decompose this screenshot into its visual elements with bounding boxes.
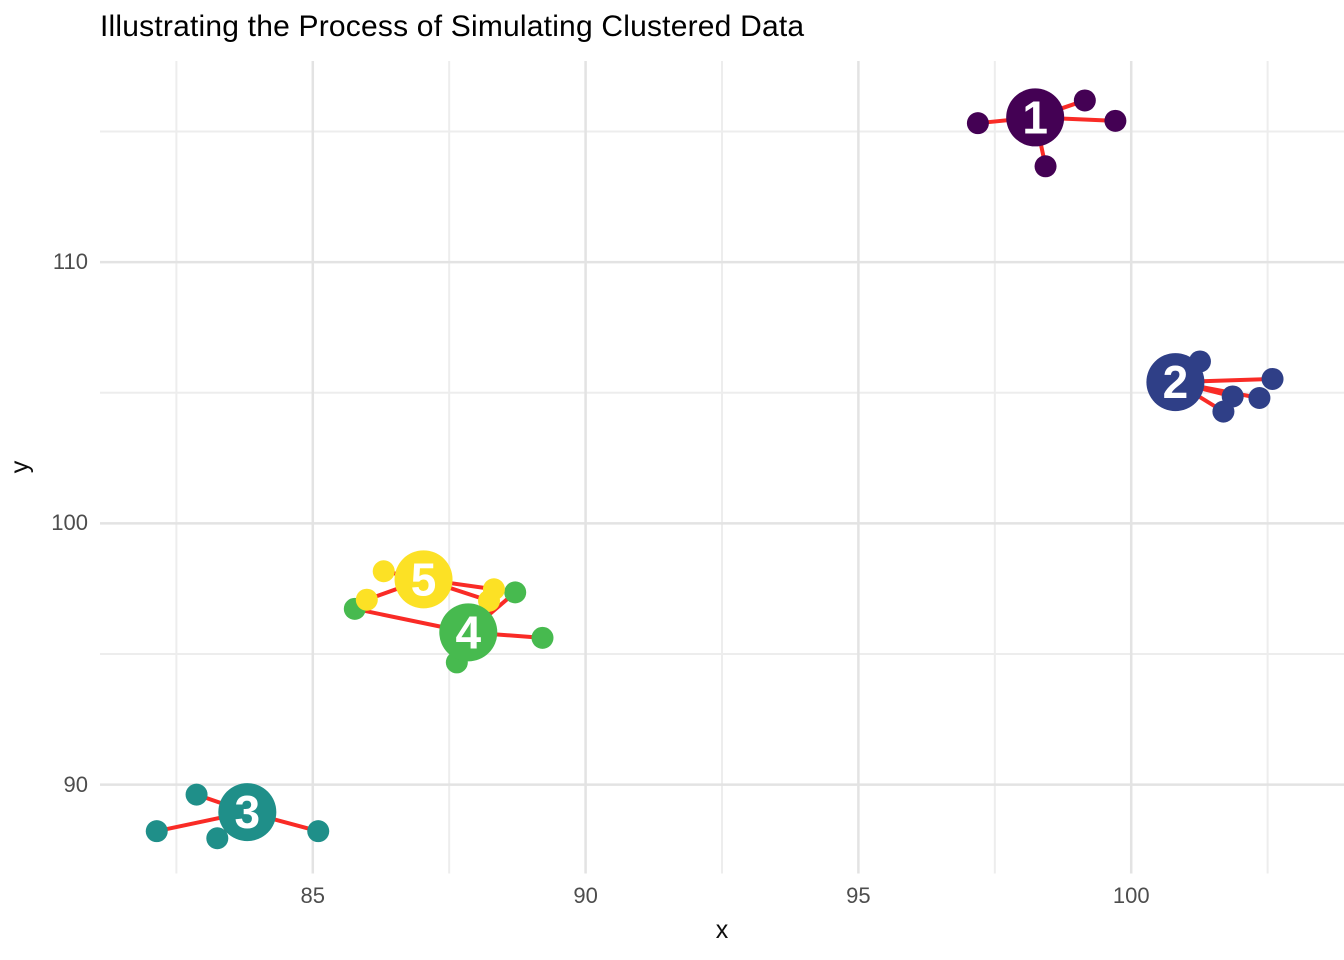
cluster-3-point (206, 827, 229, 850)
cluster-4-centroid (439, 603, 498, 662)
cluster-4-label: 4 (455, 606, 481, 658)
cluster-3-point (145, 820, 168, 843)
cluster-5-label: 5 (411, 553, 437, 605)
cluster-5-centroid (394, 550, 453, 609)
cluster-4-point (504, 581, 527, 604)
x-axis-title: x (715, 916, 729, 944)
cluster-5-point (355, 588, 378, 611)
cluster-2-point (1261, 367, 1284, 390)
cluster-1-point (1073, 89, 1096, 112)
cluster-3-point (307, 820, 330, 843)
cluster-2-point (1212, 400, 1235, 423)
cluster-1-centroid (1006, 88, 1065, 147)
cluster-1-point (1034, 155, 1057, 178)
y-tick-label-90: 90 (63, 771, 88, 797)
y-tick-label-110: 110 (52, 249, 88, 275)
cluster-1-point (966, 112, 989, 135)
cluster-3-centroid (218, 783, 277, 842)
cluster-4-point (531, 626, 554, 649)
y-tick-label-100: 100 (51, 510, 88, 536)
cluster-2-centroid (1146, 353, 1205, 412)
cluster-2-label: 2 (1163, 356, 1189, 408)
chart-title: Illustrating the Process of Simulating C… (100, 10, 805, 43)
x-tick-label-85: 85 (300, 883, 326, 908)
cluster-5-point (478, 589, 501, 612)
cluster-1-point (1104, 109, 1127, 132)
cluster-3-label: 3 (235, 786, 261, 838)
x-tick-label-90: 90 (573, 883, 598, 908)
cluster-3-point (185, 783, 208, 806)
x-tick-label-100: 100 (1112, 883, 1150, 908)
cluster-5-point (372, 560, 395, 583)
y-axis-title: y (5, 460, 34, 474)
cluster-1-label: 1 (1022, 91, 1048, 143)
cluster-2-point (1248, 387, 1271, 410)
x-tick-label-95: 95 (846, 883, 871, 908)
